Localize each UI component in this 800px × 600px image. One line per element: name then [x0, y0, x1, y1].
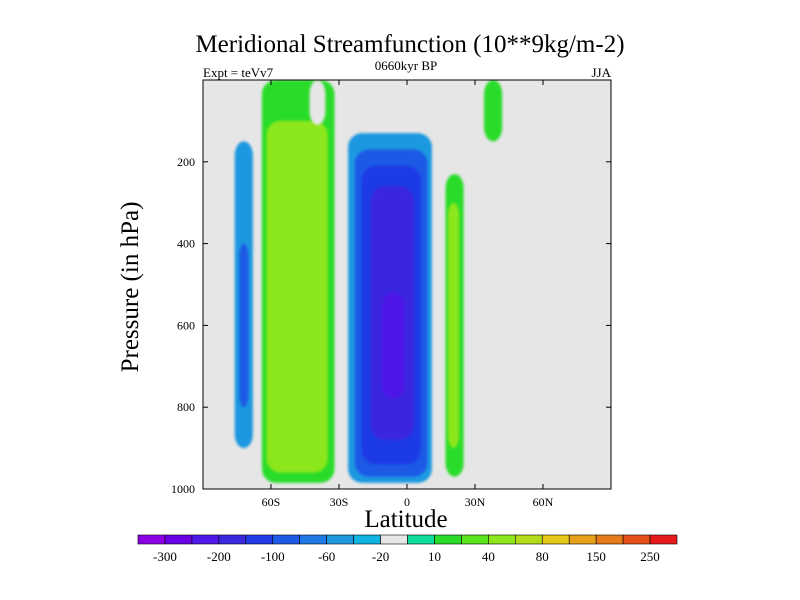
time-label: 0660kyr BP [375, 58, 437, 73]
contour-fills [230, 80, 503, 487]
colorbar-label: 80 [536, 549, 549, 564]
cell-nh-hadley-core [447, 202, 460, 449]
x-tick-label: 60S [262, 495, 281, 509]
y-tick-label: 200 [177, 155, 195, 169]
colorbar-swatch [299, 534, 327, 545]
x-tick-label: 30N [465, 495, 486, 509]
colorbar-swatch [434, 534, 462, 545]
colorbar-swatch [245, 534, 274, 545]
colorbar-swatch [407, 534, 435, 545]
colorbar-swatch [488, 534, 516, 545]
colorbar-swatch [514, 534, 543, 545]
experiment-label: Expt = teVv7 [203, 65, 274, 80]
colorbar-swatch [137, 534, 166, 545]
colorbar-label: -60 [318, 549, 335, 564]
colorbar-swatch [541, 534, 570, 545]
colorbar-label: -200 [207, 549, 231, 564]
colorbar-swatch [191, 534, 220, 545]
colorbar-swatch [568, 534, 597, 545]
colorbar-label: -20 [372, 549, 389, 564]
colorbar-swatch [380, 534, 408, 545]
cell-sh-ferrel-core [266, 120, 328, 473]
colorbar: -300 -200 -100 -60 -20 10 40 80 150 250 [137, 534, 678, 564]
y-axis-label: Pressure (in hPa) [117, 202, 144, 373]
colorbar-swatch [272, 534, 301, 545]
y-tick-label: 400 [177, 237, 195, 251]
colorbar-label: -100 [261, 549, 285, 564]
colorbar-label: 40 [482, 549, 495, 564]
x-tick-label: 30S [330, 495, 349, 509]
colorbar-swatch [326, 534, 354, 545]
axis-ticks: 60S 30S 0 30N 60N 200 400 600 800 1000 [171, 80, 611, 509]
season-label: JJA [591, 65, 611, 80]
colorbar-swatch [649, 534, 678, 545]
x-axis-label: Latitude [364, 506, 447, 533]
cell-sh-polar-core [239, 243, 249, 408]
plot-area [202, 79, 612, 490]
colorbar-swatch [595, 534, 624, 545]
colorbar-swatch [164, 534, 193, 545]
colorbar-swatch [218, 534, 247, 545]
cell-nh-upper [484, 80, 503, 142]
y-tick-label: 1000 [171, 482, 195, 496]
y-tick-label: 800 [177, 400, 195, 414]
cell-hadley-l6 [382, 292, 405, 400]
colorbar-swatch [461, 534, 489, 545]
colorbar-label: 250 [640, 549, 660, 564]
colorbar-label: 150 [586, 549, 606, 564]
colorbar-swatch [622, 534, 651, 545]
x-tick-label: 60N [533, 495, 554, 509]
x-tick-label: 0 [404, 495, 410, 509]
y-tick-label: 600 [177, 318, 195, 332]
chart-title: Meridional Streamfunction (10**9kg/m-2) [195, 31, 624, 58]
colorbar-swatch [353, 534, 381, 545]
colorbar-label: 10 [428, 549, 441, 564]
cell-sh-upper-small [309, 80, 326, 125]
colorbar-label: -300 [153, 549, 177, 564]
